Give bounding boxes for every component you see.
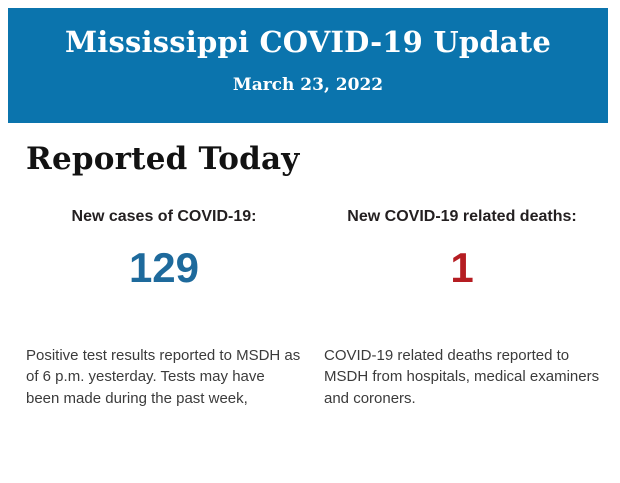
main-content: Reported Today New cases of COVID-19: 12… bbox=[0, 141, 620, 410]
new-deaths-value: 1 bbox=[450, 243, 474, 291]
new-cases-label: New cases of COVID-19: bbox=[71, 207, 257, 225]
new-deaths-label: New COVID-19 related deaths: bbox=[347, 207, 577, 225]
header-banner: Mississippi COVID-19 Update March 23, 20… bbox=[8, 8, 608, 123]
new-cases-description: Positive test results reported to MSDH a… bbox=[26, 346, 301, 407]
header-date: March 23, 2022 bbox=[232, 74, 384, 95]
stat-new-cases: New cases of COVID-19: 129 Positive test… bbox=[26, 207, 302, 410]
section-heading: Reported Today bbox=[26, 141, 300, 177]
new-cases-value: 129 bbox=[128, 243, 200, 291]
stat-new-deaths: New COVID-19 related deaths: 1 COVID-19 … bbox=[324, 207, 600, 410]
new-deaths-description: COVID-19 related deaths reported to MSDH… bbox=[324, 346, 600, 407]
stats-row: New cases of COVID-19: 129 Positive test… bbox=[26, 207, 600, 410]
page-title: Mississippi COVID-19 Update bbox=[64, 25, 552, 59]
